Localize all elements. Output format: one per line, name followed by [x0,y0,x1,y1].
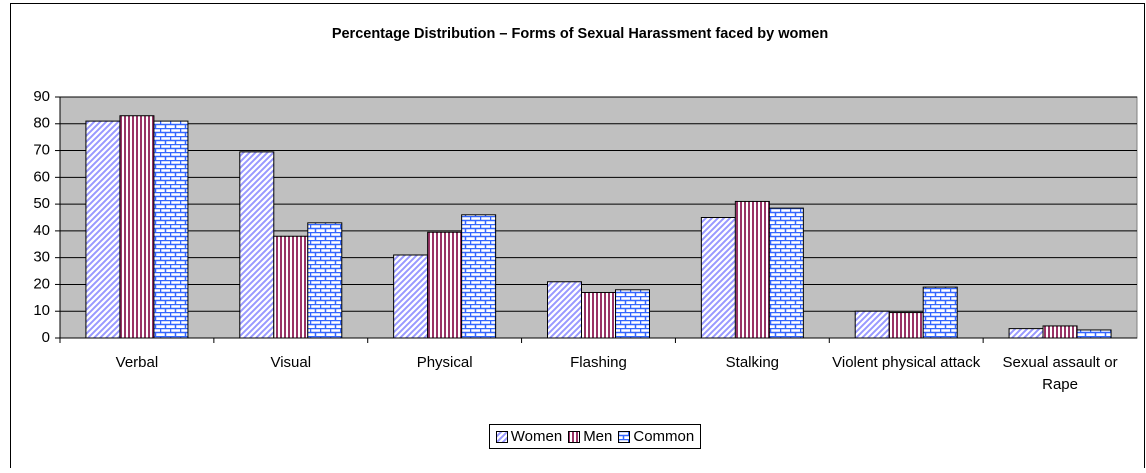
bar [119,115,155,339]
bar [854,310,890,339]
x-tick-label: Violent physical attack [832,354,981,371]
y-tick-label: 20 [33,275,50,292]
bar [1008,328,1044,339]
bar [1076,329,1112,339]
y-tick-label: 70 [33,142,50,159]
legend-swatch [568,430,581,443]
bar [888,312,924,339]
legend-swatch [618,430,631,443]
y-tick-label: 30 [33,249,50,266]
bar [85,120,121,339]
bar [700,217,736,339]
x-tick-label: Visual [270,354,312,371]
legend-item: Men [568,428,612,445]
x-tick-label: Flashing [570,354,627,371]
x-tick-label: Verbal [115,354,159,371]
bar [1042,325,1078,339]
bar [239,151,275,339]
legend-item: Women [495,428,563,445]
bar [153,120,189,339]
bar [307,222,343,339]
bar [393,254,429,339]
legend-label: Men [583,428,613,445]
bar [547,281,582,339]
bar [273,235,309,339]
legend-label: Women [510,428,563,445]
bar [768,207,804,339]
y-tick-label: 10 [33,302,50,319]
bar [581,291,616,339]
x-tick-label: Sexual assault or Rape [1002,354,1118,393]
x-tick-label: Physical [416,354,473,371]
bar [615,289,650,339]
legend-label: Common [633,428,695,445]
chart-title: Percentage Distribution – Forms of Sexua… [332,26,828,42]
bar [922,286,958,339]
y-tick-label: 0 [42,329,50,346]
y-tick-label: 50 [33,195,50,212]
y-tick-label: 60 [33,168,50,185]
y-tick-label: 40 [33,222,50,239]
y-tick-label: 90 [33,88,50,105]
x-tick-label: Stalking [725,354,780,371]
legend-item: Common [618,428,694,445]
bar [461,214,497,339]
y-tick-label: 80 [33,115,50,132]
legend-swatch [495,430,508,443]
legend: Women Men Common [488,424,702,449]
bar [734,200,770,339]
bar [427,231,463,339]
